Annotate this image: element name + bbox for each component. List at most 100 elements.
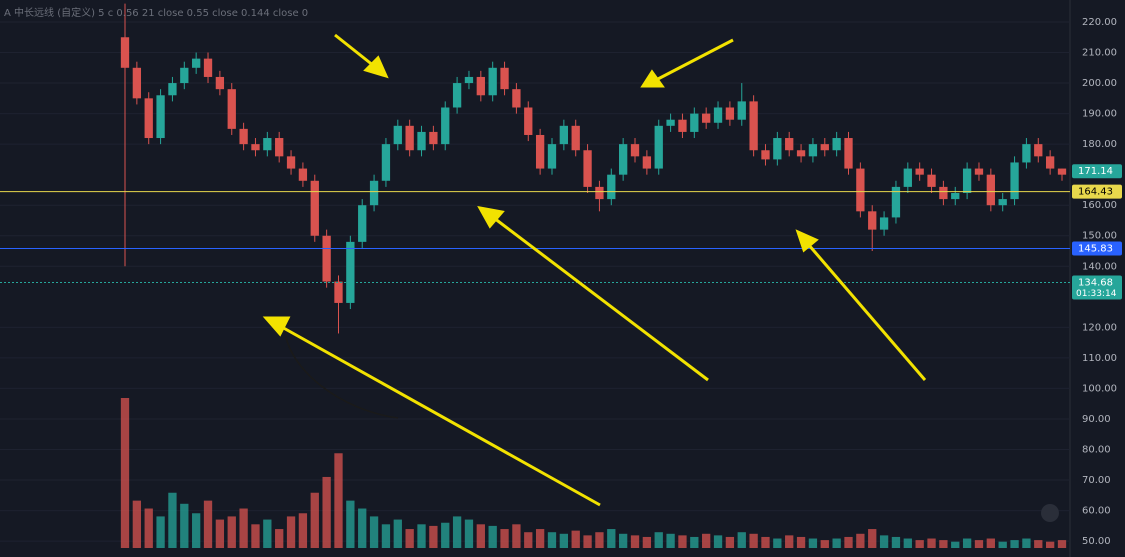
candle-body [132,67,142,99]
arrow [334,33,375,68]
candle-body [915,168,924,175]
volume-bar [251,524,260,548]
candle-body [1057,168,1067,175]
candles [120,3,1067,334]
volume-bar [120,398,130,548]
volume-pane [120,398,1067,548]
volume-bar [951,541,960,548]
volume-bar [156,516,165,548]
candle-body [690,113,699,132]
candle-body [761,150,770,160]
candle-body [927,174,936,187]
volume-bar [642,536,652,548]
y-tick-label: 200.00 [1082,78,1117,89]
candle-body [1045,156,1055,169]
volume-bar [393,519,402,548]
y-tick-label: 100.00 [1082,383,1117,394]
candle-body [939,186,948,200]
scroll-button[interactable] [1041,504,1059,522]
candle-body [868,211,877,230]
volume-bar [132,500,142,548]
candle-body [156,95,165,139]
candle-body [713,107,723,123]
volume-bar [690,536,699,548]
candle-body [358,205,367,242]
volume-bar [986,538,995,548]
candle-body [583,150,592,187]
volume-bar [310,492,319,548]
volume-bar [334,453,343,548]
volume-bar [808,538,818,548]
candle-body [559,125,568,145]
volume-bar [749,533,758,548]
volume-bar [488,525,497,548]
y-tick-label: 90.00 [1082,414,1111,425]
volume-bar [1010,540,1019,548]
volume-bar [868,529,877,548]
candle-body [405,125,414,151]
candle-body [1034,144,1043,157]
candle-body [524,107,533,135]
volume-bar [405,529,414,548]
candle-body [619,144,628,175]
price-label: 164.43 [1078,187,1113,198]
volume-bar [1045,541,1055,548]
price-label: 171.14 [1078,166,1113,177]
candle-body [298,168,308,181]
arrow [655,38,734,82]
volume-bar [571,530,580,548]
candle-body [192,58,201,68]
candle-body [393,125,402,145]
volume-bar [974,540,984,548]
candle-body [215,76,225,90]
volume-bar [962,538,972,548]
price-label-box [1072,241,1122,256]
arrow [493,216,709,382]
volume-bar [879,535,889,548]
candle-body [369,180,379,206]
candle-body [239,128,248,145]
candle-body [986,174,995,206]
candle-body [571,125,580,151]
candle-body [844,138,853,169]
candle-body [832,138,841,151]
candle-body [512,89,521,108]
volume-bar [595,532,604,548]
volume-bar [678,535,687,548]
arrow-head [363,55,389,79]
candle-body [796,150,806,157]
volume-bar [452,516,462,548]
candle-body [251,144,260,151]
candle-body [464,76,474,84]
candle-body [666,119,675,126]
volume-bar [619,533,628,548]
y-tick-label: 80.00 [1082,445,1111,456]
arrow-head [640,69,665,88]
volume-bar [630,535,640,548]
candle-body [785,138,794,151]
candle-body [1010,162,1019,200]
y-tick-label: 60.00 [1082,506,1111,517]
volume-bar [820,540,829,548]
volume-bar [1057,540,1067,548]
candle-body [891,186,901,218]
countdown: 01:33:14 [1076,289,1117,299]
candle-body [951,192,960,200]
candle-body [476,76,485,96]
volume-bar [737,532,746,548]
candle-body [903,168,912,187]
price-label-box [1072,275,1122,300]
arrow-head [477,205,505,229]
candle-body [263,138,272,151]
volume-bar [998,541,1007,548]
candle-body [535,134,545,169]
candle-body [725,107,735,120]
volume-bar [915,540,924,548]
price-label: 134.68 [1078,278,1113,289]
volume-bar [322,476,331,548]
candle-body [630,144,640,157]
volume-bar [725,536,735,548]
candle-body [227,89,236,129]
volume-bar [476,524,485,548]
